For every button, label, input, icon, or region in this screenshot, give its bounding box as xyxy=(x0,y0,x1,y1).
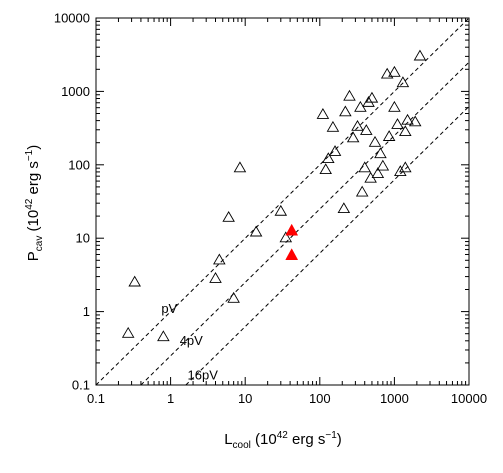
data-point xyxy=(121,326,135,338)
highlighted-point xyxy=(285,248,299,260)
x-tick-label: 10 xyxy=(238,391,252,406)
plot-frame xyxy=(95,17,470,386)
data-point xyxy=(222,210,235,222)
x-tick-labels: 0.1 1 10 100 1000 10000 xyxy=(87,391,487,406)
data-point xyxy=(374,147,387,159)
data-point xyxy=(128,275,141,287)
reference-line-pv xyxy=(96,18,469,385)
data-point xyxy=(326,120,340,132)
data-point xyxy=(371,167,385,179)
y-tick-label: 1 xyxy=(83,304,90,319)
y-axis-label: Pcav (1042 erg s−1) xyxy=(24,145,45,261)
data-point xyxy=(209,271,222,283)
data-point xyxy=(337,202,351,214)
x-tick-label: 10000 xyxy=(451,391,487,406)
x-axis-label: Lcool (1042 erg s−1) xyxy=(224,430,342,451)
data-point xyxy=(213,253,226,265)
data-point xyxy=(346,131,360,143)
y-tick-label: 100 xyxy=(68,157,90,172)
data-point xyxy=(355,185,369,197)
data-point xyxy=(413,49,427,61)
reference-line-4pv xyxy=(140,61,469,385)
data-point xyxy=(322,152,335,164)
data-point xyxy=(358,161,371,173)
data-point xyxy=(408,115,422,127)
data-point xyxy=(279,231,293,243)
highlighted-point xyxy=(285,223,299,236)
y-tick-label: 0.1 xyxy=(72,378,90,393)
reference-line-16pv xyxy=(185,106,469,385)
data-point xyxy=(399,125,412,137)
x-tick-label: 1 xyxy=(167,391,174,406)
data-point xyxy=(394,165,407,176)
reference-line-labels: pV 4pV 16pV xyxy=(161,301,218,382)
data-point xyxy=(388,100,401,112)
x-tick-label: 1000 xyxy=(380,391,409,406)
reference-line-label: 16pV xyxy=(188,367,219,382)
data-point xyxy=(362,95,375,107)
data-point xyxy=(388,65,401,77)
data-point xyxy=(249,225,263,237)
data-point xyxy=(365,91,379,103)
data-point xyxy=(328,145,342,156)
data-point xyxy=(382,130,396,141)
data-point xyxy=(233,161,247,173)
reference-line-label: 4pV xyxy=(180,333,203,348)
data-point xyxy=(391,118,404,129)
data-point xyxy=(399,161,412,173)
data-point xyxy=(339,105,352,117)
y-tick-labels: 0.1 1 10 100 1000 10000 xyxy=(54,11,90,393)
reference-lines xyxy=(96,18,469,385)
y-tick-label: 10 xyxy=(76,231,90,246)
data-point xyxy=(227,291,240,303)
y-tick-label: 1000 xyxy=(61,84,90,99)
x-tick-label: 0.1 xyxy=(87,391,105,406)
axis-ticks xyxy=(95,17,470,386)
data-point xyxy=(157,330,170,342)
data-point xyxy=(368,135,382,147)
data-point xyxy=(360,124,373,135)
data-point xyxy=(396,76,410,88)
data-point xyxy=(401,113,414,125)
data-point xyxy=(274,204,288,216)
data-point xyxy=(376,159,390,171)
reference-line-label: pV xyxy=(161,301,177,316)
data-point xyxy=(380,67,394,79)
y-tick-label: 10000 xyxy=(54,11,90,26)
data-point xyxy=(351,119,364,131)
data-point xyxy=(316,108,330,119)
x-tick-label: 100 xyxy=(309,391,331,406)
data-point xyxy=(319,163,332,175)
data-point xyxy=(343,89,356,101)
data-points xyxy=(121,49,427,342)
